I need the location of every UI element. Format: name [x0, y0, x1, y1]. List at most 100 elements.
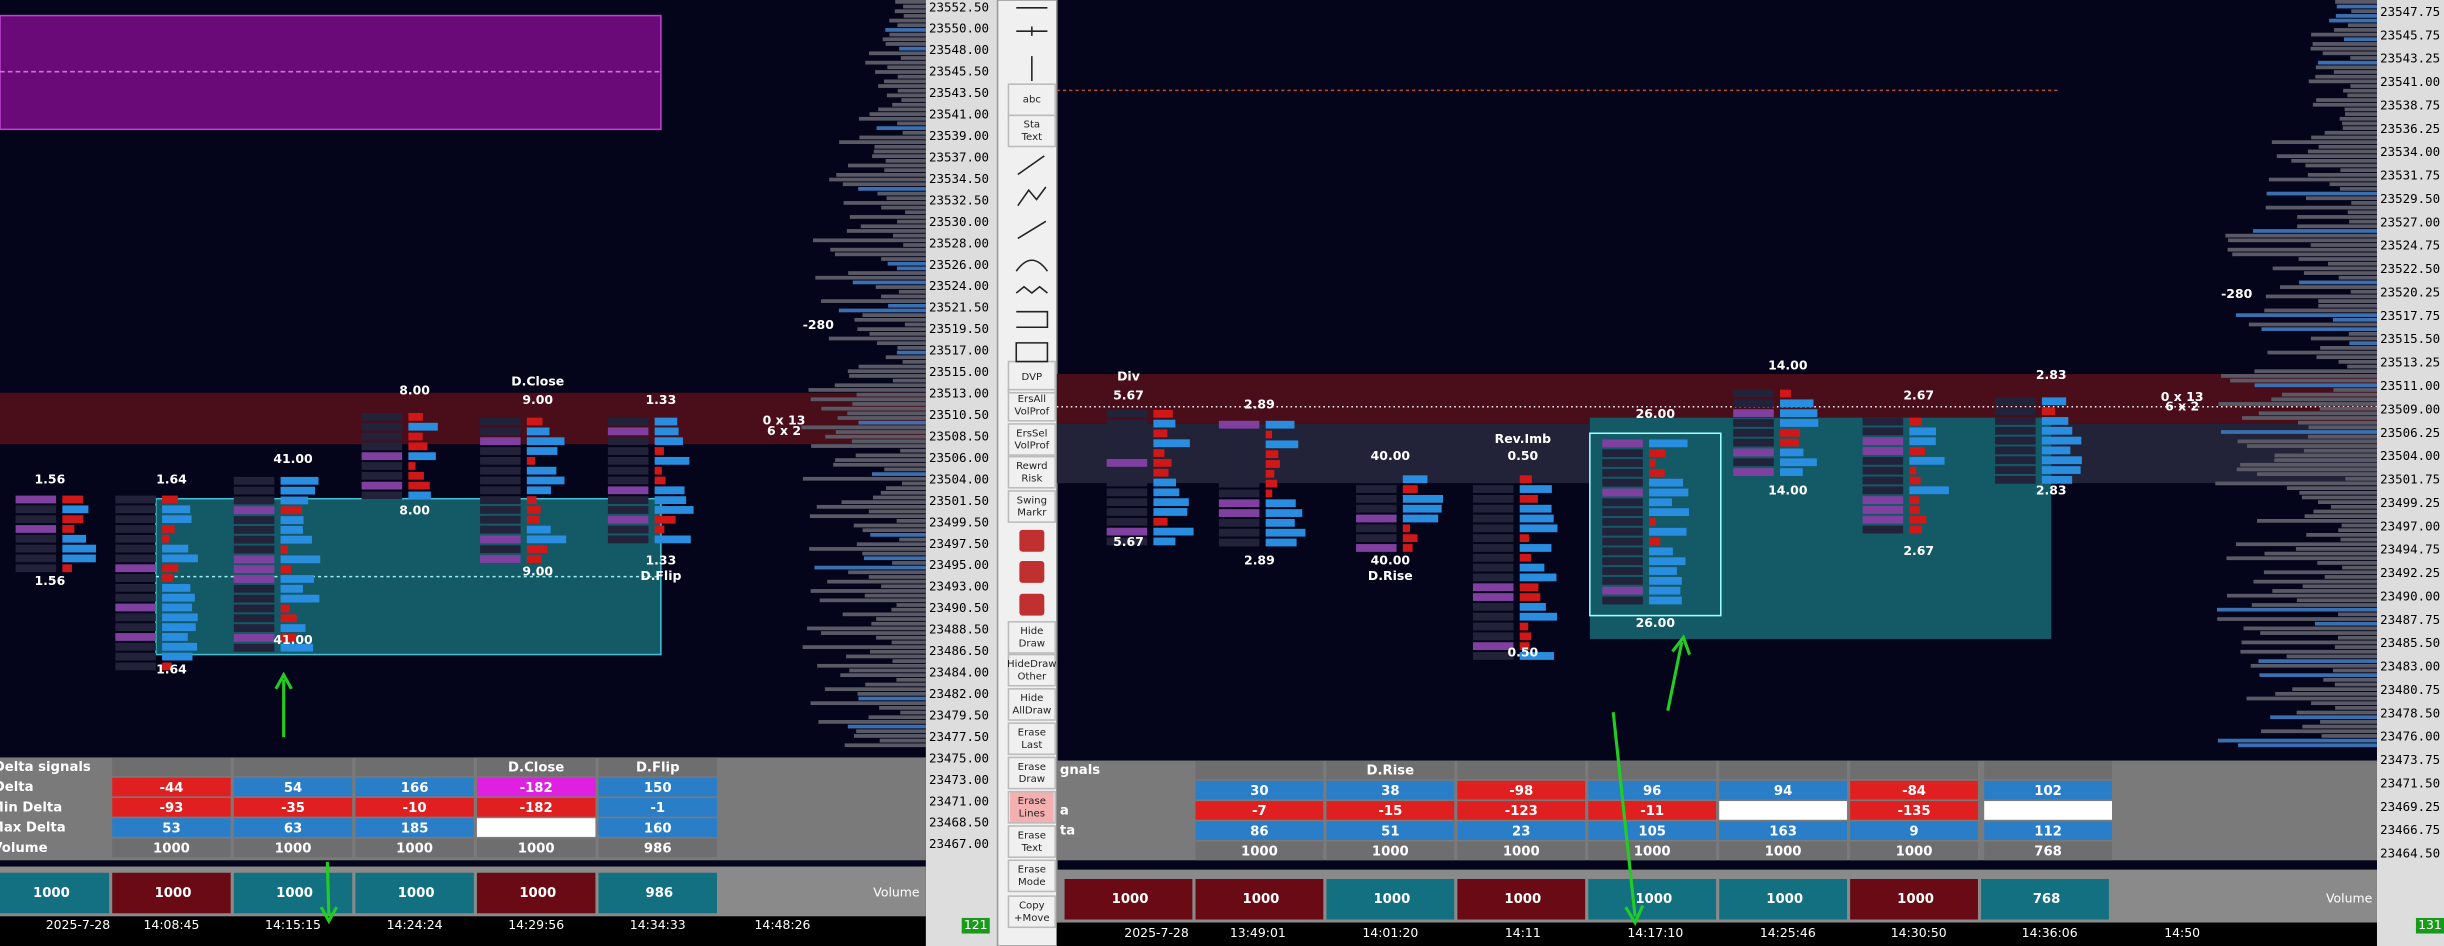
- footprint-cell: [1733, 419, 1774, 427]
- button-frame[interactable]: [1007, 490, 1057, 523]
- toolbar-button[interactable]: Hide Draw: [1019, 626, 1045, 649]
- profile-bar: [2336, 4, 2377, 9]
- profile-bar: [857, 691, 926, 696]
- profile-bar: [802, 645, 926, 649]
- volume-value: 1000: [1504, 892, 1541, 907]
- button-frame[interactable]: [1007, 756, 1057, 790]
- button-frame[interactable]: [1007, 895, 1057, 929]
- cell: [476, 838, 596, 858]
- footprint-cell: [115, 642, 156, 651]
- footprint-cell: [1106, 508, 1148, 516]
- profile-bar: [824, 687, 926, 692]
- price-label: 23513.00: [929, 386, 989, 401]
- footprint-cell: [1995, 446, 2036, 455]
- button-frame[interactable]: [1007, 688, 1057, 721]
- toolbar-button[interactable]: Erase Text: [1018, 830, 1046, 853]
- footprint-bar: [1519, 563, 1545, 572]
- toolbar-button[interactable]: Hide AllDraw: [1012, 693, 1051, 716]
- toolbar-button[interactable]: ErsSel VolProf: [1014, 428, 1049, 451]
- cell-value: 1000: [518, 842, 555, 857]
- toolbar-button[interactable]: Erase Lines: [1018, 796, 1046, 819]
- toolbar-button[interactable]: Rewrd Risk: [1016, 461, 1048, 484]
- button-frame[interactable]: [1007, 653, 1057, 687]
- footprint-bar: [62, 505, 89, 514]
- toolbar-button[interactable]: DVP: [1022, 372, 1043, 383]
- cell-value: -84: [1902, 784, 1926, 799]
- footprint-bar: [1909, 427, 1937, 436]
- button-frame[interactable]: [1007, 790, 1057, 824]
- footprint-bar: [1780, 468, 1803, 476]
- footprint-bar: [1649, 547, 1673, 556]
- footprint-bar: [62, 515, 84, 524]
- cell: [1984, 780, 2113, 800]
- signal-cell: [476, 757, 596, 777]
- button-frame[interactable]: [1007, 722, 1057, 756]
- footprint-cell: [480, 456, 521, 465]
- signal-cell: [1588, 760, 1717, 780]
- footprint-bar: [526, 555, 542, 563]
- profile-bar: [2350, 289, 2377, 294]
- signal-cell: [1326, 760, 1455, 780]
- footprint-bar: [2041, 446, 2071, 455]
- footprint-bar: [280, 476, 319, 485]
- toolbar-button[interactable]: Erase Mode: [1018, 865, 1046, 888]
- profile-bar: [875, 285, 926, 289]
- profile-bar: [888, 303, 926, 308]
- toolbar-button[interactable]: ErsAll VolProf: [1014, 394, 1049, 417]
- footprint-bar: [1265, 440, 1299, 449]
- price-label: 23480.75: [2380, 682, 2440, 697]
- profile-bar: [2314, 621, 2377, 626]
- profile-bar: [857, 327, 926, 332]
- price-label: 23545.75: [2380, 27, 2440, 42]
- footprint-bar: [1649, 537, 1661, 546]
- profile-bar: [893, 233, 926, 238]
- cell: [112, 777, 231, 797]
- footprint-cell: [1472, 514, 1514, 523]
- footprint-cell: [361, 452, 403, 461]
- profile-bar: [854, 317, 926, 322]
- price-label: 23493.00: [929, 579, 989, 594]
- button-frame[interactable]: [1007, 423, 1057, 456]
- footprint-bar: [654, 496, 687, 505]
- row-label: Volume: [0, 841, 48, 856]
- footprint-cell: [1356, 485, 1397, 493]
- cell: [112, 818, 231, 837]
- profile-bar: [2270, 715, 2377, 720]
- toolbar-button[interactable]: abc: [1023, 95, 1041, 106]
- button-frame[interactable]: [1007, 825, 1057, 858]
- button-frame[interactable]: [1007, 114, 1057, 148]
- profile-bar: [2276, 154, 2377, 159]
- button-frame[interactable]: [1007, 621, 1057, 654]
- toolbar-icon: [1019, 561, 1045, 583]
- button-frame[interactable]: [1007, 455, 1057, 489]
- toolbar-button[interactable]: Erase Draw: [1018, 762, 1046, 785]
- footprint-bar: [654, 486, 685, 495]
- footprint-cell: [1602, 527, 1643, 536]
- footprint-cell: [1106, 478, 1148, 487]
- price-label: 23506.00: [929, 450, 989, 465]
- footprint-cell: [1472, 602, 1514, 611]
- volume-cell: [0, 872, 110, 914]
- button-frame[interactable]: [1007, 388, 1057, 422]
- profile-bar: [2316, 98, 2377, 102]
- profile-bar: [882, 37, 926, 42]
- toolbar-button[interactable]: Swing Markr: [1017, 495, 1048, 518]
- volume-label: Volume: [873, 885, 919, 900]
- profile-bar: [809, 547, 926, 551]
- cell: [355, 797, 474, 817]
- profile-bar: [2256, 518, 2377, 523]
- toolbar-button[interactable]: Sta Text: [1021, 120, 1043, 143]
- button-frame[interactable]: [1007, 859, 1057, 893]
- footprint-bar: [1402, 544, 1413, 552]
- toolbar-button[interactable]: Copy +Move: [1014, 900, 1050, 923]
- footprint-bar: [1153, 458, 1172, 467]
- footprint-cell: [1995, 397, 2036, 406]
- price-label: 23527.00: [2380, 214, 2440, 229]
- toolbar-button[interactable]: Erase Last: [1018, 727, 1046, 750]
- toolbar-button[interactable]: HideDraw Other: [1007, 659, 1057, 682]
- toolbar-icon: [1017, 155, 1045, 176]
- badge: [2415, 917, 2444, 934]
- profile-bar: [903, 14, 926, 18]
- profile-bar: [2218, 402, 2377, 406]
- profile-bar: [2317, 561, 2377, 565]
